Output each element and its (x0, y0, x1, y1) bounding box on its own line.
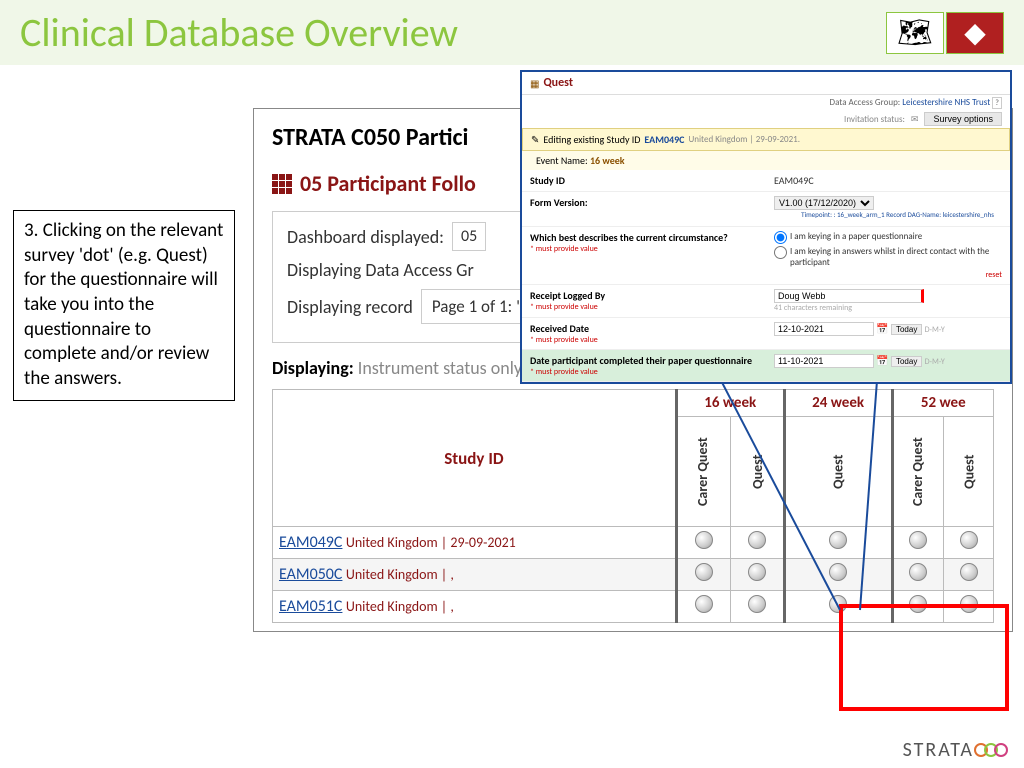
survey-dot[interactable] (695, 563, 713, 581)
strata-logo: STRATA (903, 738, 1008, 762)
map-icons: 🗺 ◆ (886, 12, 1004, 54)
editing-bar: ✎ Editing existing Study ID EAM049C Unit… (522, 128, 1010, 151)
quest-title: Quest (543, 76, 573, 90)
survey-dot[interactable] (960, 531, 978, 549)
slide-header: Clinical Database Overview 🗺 ◆ (0, 0, 1024, 65)
study-id-value: EAM049C (766, 170, 1010, 192)
dag-label: Displaying Data Access Gr (287, 259, 474, 281)
today-button[interactable]: Today (891, 356, 922, 367)
dashboard-label: Dashboard displayed: (287, 226, 444, 248)
dmy-hint: D-M-Y (925, 325, 945, 335)
col-quest-52: Quest (944, 417, 994, 527)
quest-header: ▦ Quest (522, 72, 1010, 95)
table-row: EAM049C United Kingdom | 29-09-2021 (273, 527, 994, 559)
receipt-input[interactable] (774, 289, 924, 303)
displaying-label: Displaying: (272, 357, 354, 379)
event-label: Event Name: (536, 154, 588, 167)
event-bar: Event Name: 16 week (522, 151, 1010, 170)
col-quest-16: Quest (730, 417, 784, 527)
dmy-hint: D-M-Y (925, 357, 945, 367)
record-meta: United Kingdom | , (346, 566, 454, 583)
study-id-header: Study ID (273, 390, 677, 527)
pencil-icon: ✎ (531, 133, 539, 146)
logo-text: STRATA (903, 738, 974, 762)
grid-icon (272, 174, 292, 194)
survey-options-button[interactable]: Survey options (924, 112, 1002, 126)
editing-prefix: Editing existing Study ID (543, 133, 640, 146)
calendar-icon[interactable]: 📅 (876, 322, 888, 335)
circumstance-radio-1[interactable] (774, 231, 787, 244)
survey-dot[interactable] (829, 563, 847, 581)
received-value: 📅 Today D-M-Y (766, 318, 1010, 350)
completed-input[interactable] (774, 354, 874, 368)
week-16-header: 16 week (676, 390, 784, 417)
editing-id: EAM049C (644, 133, 684, 146)
invite-label: Invitation status: (844, 114, 905, 125)
quest-icon: ▦ (530, 77, 539, 90)
matrix-table: Study ID 16 week 24 week 52 wee Carer Qu… (272, 389, 994, 623)
calendar-icon[interactable]: 📅 (876, 354, 888, 367)
survey-dot[interactable] (748, 531, 766, 549)
survey-dot[interactable] (909, 563, 927, 581)
quest-popup: ▦ Quest Data Access Group: Leicestershir… (520, 70, 1012, 384)
received-label: Received Date * must provide value (522, 318, 766, 350)
form-version-select[interactable]: V1.00 (17/12/2020) (774, 196, 874, 210)
survey-dot[interactable] (960, 595, 978, 613)
survey-dot[interactable] (909, 531, 927, 549)
record-meta: United Kingdom | , (346, 598, 454, 615)
record-id-link[interactable]: EAM050C (279, 565, 342, 584)
event-value: 16 week (590, 154, 625, 167)
col-carer-quest-16: Carer Quest (676, 417, 730, 527)
col-quest-24: Quest (784, 417, 892, 527)
form-version-label: Form Version: (522, 192, 766, 227)
week-24-header: 24 week (784, 390, 892, 417)
quest-form: Study ID EAM049C Form Version: V1.00 (17… (522, 170, 1010, 382)
table-row: EAM050C United Kingdom | , (273, 559, 994, 591)
logo-circles-icon (978, 743, 1008, 757)
quest-dag-row: Data Access Group: Leicestershire NHS Tr… (522, 95, 1010, 110)
survey-dot[interactable] (829, 595, 847, 613)
map-icon-2: ◆ (946, 12, 1004, 54)
study-id-label: Study ID (522, 170, 766, 192)
dag-label: Data Access Group: (830, 97, 901, 108)
survey-dot[interactable] (748, 595, 766, 613)
survey-dot[interactable] (909, 595, 927, 613)
chars-remaining: 41 characters remaining (774, 303, 1002, 313)
circumstance-radio-2[interactable] (774, 246, 787, 259)
record-id-link[interactable]: EAM049C (279, 533, 342, 552)
table-row: EAM051C United Kingdom | , (273, 591, 994, 623)
week-52-header: 52 wee (892, 390, 993, 417)
record-id-link[interactable]: EAM051C (279, 597, 342, 616)
receipt-label: Receipt Logged By * must provide value (522, 285, 766, 318)
instruction-box: 3. Clicking on the relevant survey 'dot'… (13, 210, 235, 401)
survey-dot[interactable] (695, 531, 713, 549)
completed-value: 📅 Today D-M-Y (766, 350, 1010, 382)
survey-dot[interactable] (748, 563, 766, 581)
survey-dot[interactable] (829, 531, 847, 549)
editing-meta: United Kingdom | 29-09-2021. (688, 134, 800, 145)
survey-dot[interactable] (695, 595, 713, 613)
slide-title: Clinical Database Overview (20, 8, 458, 57)
quest-invite-row: Invitation status: ✉ Survey options (522, 110, 1010, 128)
survey-dot[interactable] (960, 563, 978, 581)
today-button[interactable]: Today (891, 324, 922, 335)
instrument-status: Instrument status only (358, 357, 522, 379)
receipt-value: 41 characters remaining (766, 285, 1010, 318)
circumstance-label: Which best describes the current circums… (522, 227, 766, 285)
completed-label: Date participant completed their paper q… (522, 350, 766, 382)
section-text: 05 Participant Follo (300, 170, 476, 197)
mail-icon: ✉ (911, 114, 919, 125)
record-label: Displaying record (287, 296, 413, 318)
form-version-value: V1.00 (17/12/2020) Timepoint: : 16_week_… (766, 192, 1010, 227)
circumstance-options: I am keying in a paper questionnaire I a… (766, 227, 1010, 285)
col-carer-quest-52: Carer Quest (892, 417, 944, 527)
dashboard-select[interactable]: 05 (452, 222, 486, 251)
map-icon-1: 🗺 (886, 12, 944, 54)
reset-link[interactable]: reset (774, 270, 1002, 280)
received-input[interactable] (774, 322, 874, 336)
dag-value: Leicestershire NHS Trust (902, 97, 990, 108)
timepoint-text: Timepoint: : 16_week_arm_1 Record DAG-Na… (774, 210, 1002, 222)
record-meta: United Kingdom | 29-09-2021 (346, 534, 516, 551)
